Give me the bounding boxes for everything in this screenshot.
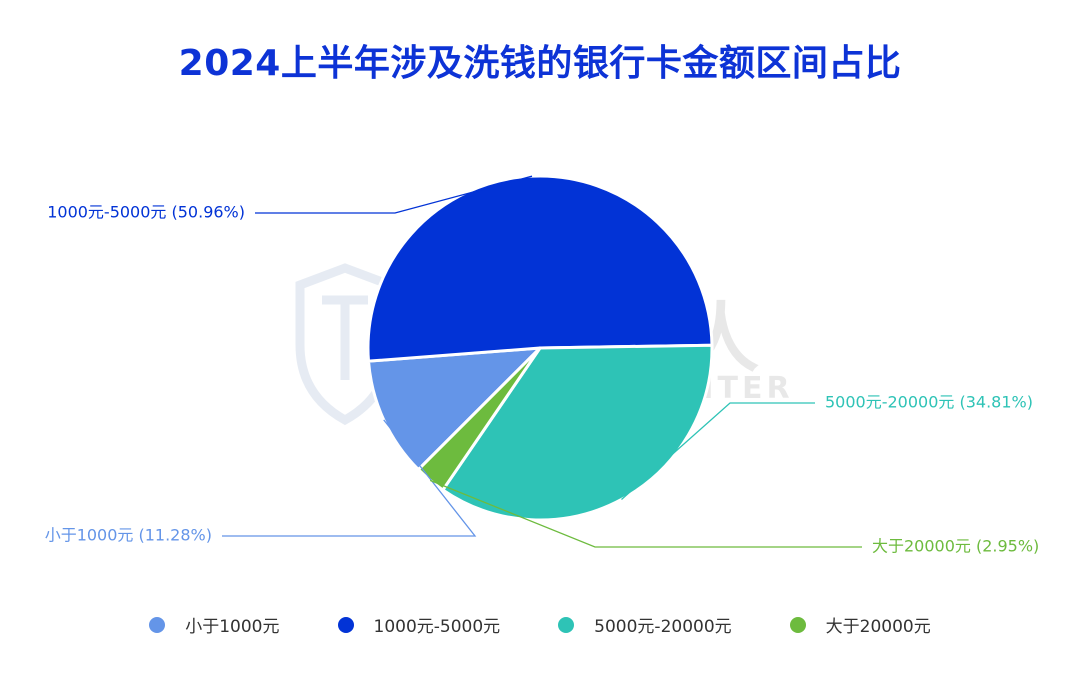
legend-item-gt20000[interactable]: 大于20000元 (789, 612, 931, 637)
legend-label: 大于20000元 (825, 617, 931, 637)
leader-line-1000-5000 (255, 175, 533, 214)
legend-item-1000-5000[interactable]: 1000元-5000元 (337, 612, 501, 637)
data-label-5000-20000: 5000元-20000元 (34.81%) (825, 393, 1033, 412)
legend-dot (558, 616, 575, 633)
legend-dot (337, 616, 354, 633)
legend-dot (789, 616, 806, 633)
data-label-lt1000: 小于1000元 (11.28%) (45, 526, 212, 545)
legend-label: 5000元-20000元 (594, 617, 732, 637)
legend: 小于1000元 1000元-5000元 5000元-20000元 大于20000… (0, 612, 1080, 637)
data-label-1000-5000: 1000元-5000元 (50.96%) (47, 203, 245, 222)
legend-item-lt1000[interactable]: 小于1000元 (149, 612, 280, 637)
chart-title: 2024上半年涉及洗钱的银行卡金额区间占比 (178, 43, 902, 84)
leader-line-lt1000 (222, 419, 477, 537)
leader-line-5000-20000 (621, 402, 815, 500)
legend-item-5000-20000[interactable]: 5000元-20000元 (558, 612, 732, 637)
data-label-gt20000: 大于20000元 (2.95%) (872, 537, 1039, 556)
legend-dot (149, 616, 166, 633)
legend-label: 1000元-5000元 (373, 617, 501, 637)
pie-slice-1000-5000[interactable] (366, 174, 714, 363)
pie-slice-gt20000[interactable] (416, 346, 542, 492)
legend-label: 小于1000元 (185, 617, 280, 637)
leader-line-gt20000 (429, 479, 862, 548)
